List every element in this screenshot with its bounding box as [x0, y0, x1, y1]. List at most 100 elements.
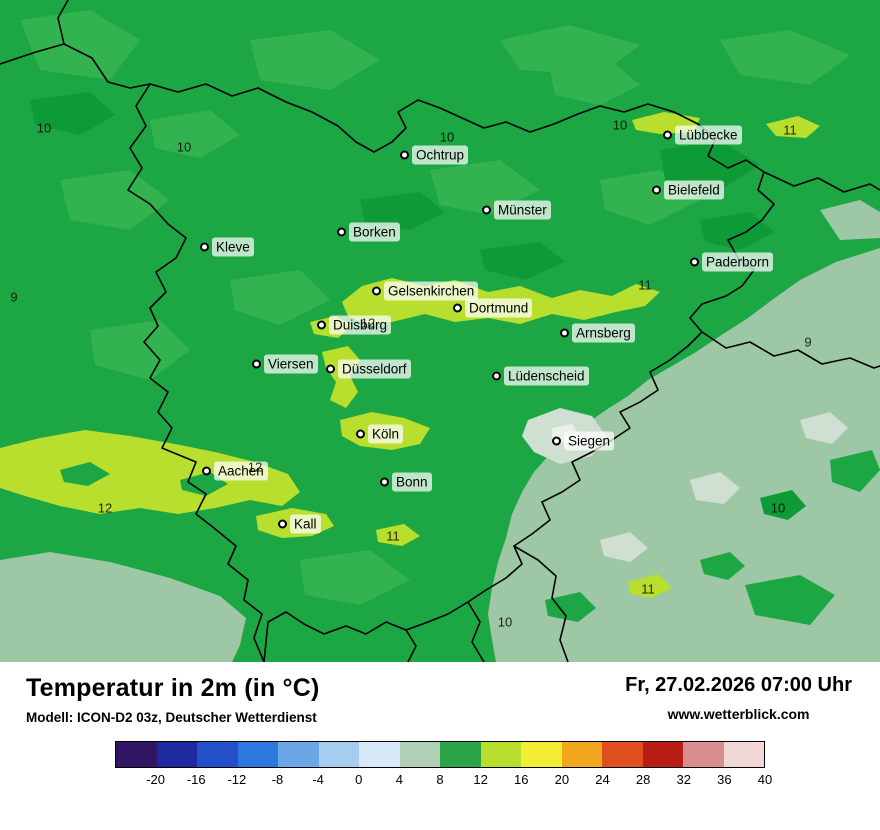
temperature-value: 11 [638, 277, 652, 293]
city-marker-düsseldorf: Düsseldorf [326, 359, 411, 379]
legend-tick-label: -20 [146, 772, 166, 787]
city-dot-icon [482, 205, 491, 215]
forecast-datetime: Fr, 27.02.2026 07:00 Uhr [625, 674, 852, 696]
city-dot-icon [690, 257, 699, 267]
city-marker-paderborn: Paderborn [690, 252, 774, 272]
city-label: Gelsenkirchen [384, 281, 479, 301]
city-label: Siegen [564, 431, 615, 451]
legend-tick-label: -16 [186, 772, 206, 787]
city-dot-icon [337, 227, 346, 237]
city-marker-aachen: Aachen [202, 461, 268, 481]
city-label: Dortmund [465, 298, 533, 318]
city-marker-lüdenscheid: Lüdenscheid [492, 366, 589, 386]
city-dot-icon [552, 436, 561, 446]
city-marker-siegen: Siegen [552, 431, 615, 451]
legend-tick-label: 4 [395, 772, 403, 787]
city-dot-icon [317, 320, 326, 330]
city-marker-arnsberg: Arnsberg [560, 323, 635, 343]
legend-tick-label: -8 [271, 772, 284, 787]
temperature-value: 10 [176, 139, 192, 155]
city-dot-icon [380, 477, 389, 487]
city-dot-icon [356, 429, 365, 439]
legend: -20 -16 -12 -8 -4 0 4 8 12 16 20 24 28 32 36 40 [115, 741, 772, 792]
legend-segment [440, 742, 481, 767]
temperature-value: 10 [439, 129, 455, 145]
city-dot-icon [492, 371, 501, 381]
temperature-value: 12 [247, 459, 263, 475]
city-dot-icon [326, 364, 335, 374]
legend-tick-label: 20 [554, 772, 570, 787]
city-marker-gelsenkirchen: Gelsenkirchen [372, 281, 479, 301]
legend-segment [359, 742, 400, 767]
legend-segment [561, 742, 602, 767]
city-label: Arnsberg [572, 323, 635, 343]
city-marker-köln: Köln [356, 424, 404, 444]
city-marker-münster: Münster [482, 200, 551, 220]
temperature-value: 9 [804, 334, 812, 350]
legend-segment [156, 742, 197, 767]
city-label: Köln [368, 424, 404, 444]
legend-tick-label: -12 [227, 772, 247, 787]
temperature-value: 12 [360, 315, 376, 331]
temperature-value: 10 [770, 500, 786, 516]
city-marker-bielefeld: Bielefeld [652, 180, 724, 200]
city-layer: Lübbecke Ochtrup Bielefeld Münster Borken Kle… [10, 118, 812, 630]
footer-right: Fr, 27.02.2026 07:00 Uhr www.wetterblick… [625, 674, 852, 722]
city-marker-dortmund: Dortmund [453, 298, 533, 318]
legend-colorbar [115, 741, 765, 768]
city-label: Lüdenscheid [504, 366, 589, 386]
legend-segment [116, 742, 157, 767]
city-label: Düsseldorf [338, 359, 411, 379]
city-label: Kleve [212, 237, 254, 257]
legend-segment [723, 742, 764, 767]
legend-segment [197, 742, 238, 767]
legend-tick-label: 16 [514, 772, 529, 787]
legend-tick-label: 8 [436, 772, 444, 787]
city-marker-duisburg: Duisburg [317, 315, 392, 335]
city-marker-viersen: Viersen [252, 354, 318, 374]
legend-tick-label: 28 [635, 772, 651, 787]
city-marker-ochtrup: Ochtrup [400, 145, 469, 165]
legend-tick-label: -4 [312, 772, 324, 787]
temperature-value: 9 [10, 289, 18, 305]
legend-tick-label: 24 [595, 772, 610, 787]
legend-segment [521, 742, 562, 767]
website-link[interactable]: www.wetterblick.com [667, 706, 810, 722]
map-area: Lübbecke Ochtrup Bielefeld Münster Borken Kle… [0, 0, 880, 662]
city-label: Münster [494, 200, 551, 220]
city-dot-icon [652, 185, 661, 195]
city-dot-icon [372, 286, 381, 296]
city-marker-kleve: Kleve [200, 237, 254, 257]
city-dot-icon [200, 242, 209, 252]
footer-left: Temperatur in 2m (in °C) Modell: ICON-D2… [26, 674, 320, 725]
city-marker-lübbecke: Lübbecke [663, 125, 742, 145]
legend-segment [602, 742, 643, 767]
legend-segment [480, 742, 521, 767]
page-title: Temperatur in 2m (in °C) [26, 674, 320, 702]
city-dot-icon [202, 466, 211, 476]
city-label: Bonn [392, 472, 432, 492]
city-dot-icon [560, 328, 569, 338]
legend-tick-label: 32 [676, 772, 691, 787]
legend-segment [683, 742, 724, 767]
legend-segment [399, 742, 440, 767]
city-label: Borken [349, 222, 400, 242]
temperature-value: 12 [97, 500, 113, 516]
city-label: Viersen [264, 354, 318, 374]
city-dot-icon [663, 130, 672, 140]
city-dot-icon [278, 519, 287, 529]
temperature-value: 11 [783, 122, 797, 138]
city-dot-icon [453, 303, 462, 313]
legend-tick-label: 12 [473, 772, 488, 787]
city-marker-kall: Kall [278, 514, 321, 534]
temperature-value: 11 [386, 528, 400, 544]
city-label: Ochtrup [412, 145, 469, 165]
city-marker-borken: Borken [337, 222, 400, 242]
legend-segment [642, 742, 683, 767]
city-label: Lübbecke [675, 125, 742, 145]
legend-segment [318, 742, 359, 767]
temperature-value: 11 [641, 581, 655, 597]
footer: Temperatur in 2m (in °C) Modell: ICON-D2… [0, 662, 880, 830]
city-label: Aachen [214, 461, 268, 481]
model-info: Modell: ICON-D2 03z, Deutscher Wetterdie… [26, 710, 317, 725]
